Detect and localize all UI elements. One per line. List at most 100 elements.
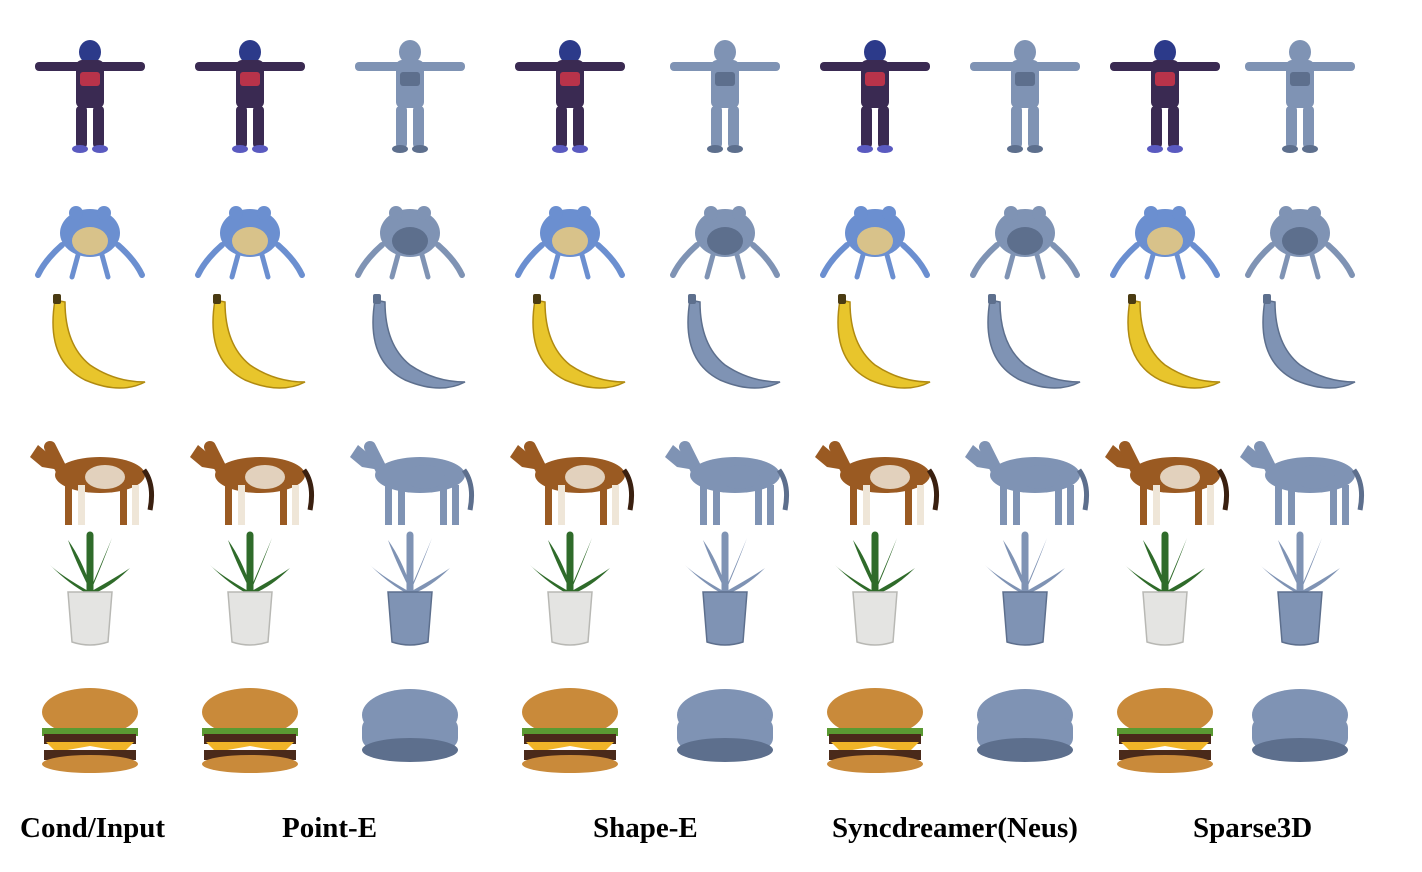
render-character-input-0 bbox=[20, 30, 160, 155]
render-burger-textured-3 bbox=[500, 670, 640, 795]
banana-render-image bbox=[1262, 294, 1356, 389]
column-label-cond-input: Cond/Input bbox=[20, 812, 166, 844]
character-render-image bbox=[35, 40, 145, 153]
burger-render-image bbox=[677, 689, 773, 762]
horse-render-image bbox=[1105, 441, 1229, 525]
render-character-textured-3 bbox=[500, 30, 640, 155]
render-character-mesh-8 bbox=[1230, 30, 1370, 155]
frog-render-image bbox=[35, 206, 145, 280]
horse-render-image bbox=[510, 441, 634, 525]
banana-render-image bbox=[687, 294, 781, 389]
plant-render-image bbox=[530, 531, 610, 646]
render-horse-textured-5 bbox=[805, 415, 945, 540]
render-character-textured-1 bbox=[180, 30, 320, 155]
banana-render-image bbox=[212, 294, 306, 389]
frog-render-image bbox=[1245, 206, 1355, 280]
render-character-mesh-4 bbox=[655, 30, 795, 155]
render-plant-mesh-4 bbox=[655, 530, 795, 655]
plant-render-image bbox=[835, 531, 915, 646]
render-burger-textured-5 bbox=[805, 670, 945, 795]
burger-render-image bbox=[522, 688, 618, 773]
column-label-point-e: Point-E bbox=[282, 812, 378, 844]
render-frog-mesh-4 bbox=[655, 185, 795, 310]
render-character-mesh-2 bbox=[340, 30, 480, 155]
character-render-image bbox=[970, 40, 1080, 153]
burger-render-image bbox=[362, 689, 458, 762]
plant-render-image bbox=[50, 531, 130, 646]
frog-render-image bbox=[670, 206, 780, 280]
render-frog-textured-1 bbox=[180, 185, 320, 310]
frog-render-image bbox=[195, 206, 305, 280]
render-plant-textured-5 bbox=[805, 530, 945, 655]
horse-render-image bbox=[190, 441, 314, 525]
render-frog-textured-7 bbox=[1095, 185, 1235, 310]
banana-render-image bbox=[837, 294, 931, 389]
render-horse-textured-7 bbox=[1095, 415, 1235, 540]
render-plant-textured-1 bbox=[180, 530, 320, 655]
render-horse-mesh-8 bbox=[1230, 415, 1370, 540]
character-render-image bbox=[355, 40, 465, 153]
render-horse-textured-1 bbox=[180, 415, 320, 540]
render-horse-mesh-4 bbox=[655, 415, 795, 540]
render-plant-mesh-6 bbox=[955, 530, 1095, 655]
character-render-image bbox=[670, 40, 780, 153]
column-label-sparse3d: Sparse3D bbox=[1193, 812, 1313, 844]
burger-render-image bbox=[202, 688, 298, 773]
render-character-textured-7 bbox=[1095, 30, 1235, 155]
frog-render-image bbox=[355, 206, 465, 280]
frog-render-image bbox=[515, 206, 625, 280]
plant-render-image bbox=[370, 531, 450, 646]
burger-render-image bbox=[1117, 688, 1213, 773]
frog-render-image bbox=[820, 206, 930, 280]
render-banana-mesh-8 bbox=[1230, 290, 1370, 415]
character-render-image bbox=[515, 40, 625, 153]
render-burger-mesh-6 bbox=[955, 670, 1095, 795]
render-frog-textured-5 bbox=[805, 185, 945, 310]
render-frog-mesh-2 bbox=[340, 185, 480, 310]
plant-render-image bbox=[210, 531, 290, 646]
character-render-image bbox=[1245, 40, 1355, 153]
plant-render-image bbox=[1125, 531, 1205, 646]
render-plant-mesh-8 bbox=[1230, 530, 1370, 655]
banana-render-image bbox=[52, 294, 146, 389]
render-horse-textured-3 bbox=[500, 415, 640, 540]
render-burger-input-0 bbox=[20, 670, 160, 795]
column-label-shape-e: Shape-E bbox=[593, 812, 698, 844]
render-burger-textured-1 bbox=[180, 670, 320, 795]
render-banana-mesh-2 bbox=[340, 290, 480, 415]
render-banana-mesh-4 bbox=[655, 290, 795, 415]
render-banana-textured-1 bbox=[180, 290, 320, 415]
horse-render-image bbox=[350, 441, 474, 525]
banana-render-image bbox=[1127, 294, 1221, 389]
burger-render-image bbox=[42, 688, 138, 773]
render-character-mesh-6 bbox=[955, 30, 1095, 155]
plant-render-image bbox=[685, 531, 765, 646]
plant-render-image bbox=[985, 531, 1065, 646]
render-banana-input-0 bbox=[20, 290, 160, 415]
horse-render-image bbox=[965, 441, 1089, 525]
horse-render-image bbox=[30, 441, 154, 525]
render-frog-mesh-8 bbox=[1230, 185, 1370, 310]
horse-render-image bbox=[1240, 441, 1364, 525]
horse-render-image bbox=[665, 441, 789, 525]
frog-render-image bbox=[970, 206, 1080, 280]
render-burger-mesh-2 bbox=[340, 670, 480, 795]
render-banana-mesh-6 bbox=[955, 290, 1095, 415]
frog-render-image bbox=[1110, 206, 1220, 280]
banana-render-image bbox=[987, 294, 1081, 389]
render-horse-mesh-6 bbox=[955, 415, 1095, 540]
comparison-grid bbox=[20, 30, 1370, 795]
character-render-image bbox=[820, 40, 930, 153]
character-render-image bbox=[195, 40, 305, 153]
render-plant-textured-3 bbox=[500, 530, 640, 655]
render-burger-textured-7 bbox=[1095, 670, 1235, 795]
burger-render-image bbox=[977, 689, 1073, 762]
render-character-textured-5 bbox=[805, 30, 945, 155]
horse-render-image bbox=[815, 441, 939, 525]
column-label-syncdreamer: Syncdreamer(Neus) bbox=[832, 812, 1078, 844]
character-render-image bbox=[1110, 40, 1220, 153]
render-frog-mesh-6 bbox=[955, 185, 1095, 310]
render-frog-textured-3 bbox=[500, 185, 640, 310]
render-plant-textured-7 bbox=[1095, 530, 1235, 655]
render-horse-input-0 bbox=[20, 415, 160, 540]
